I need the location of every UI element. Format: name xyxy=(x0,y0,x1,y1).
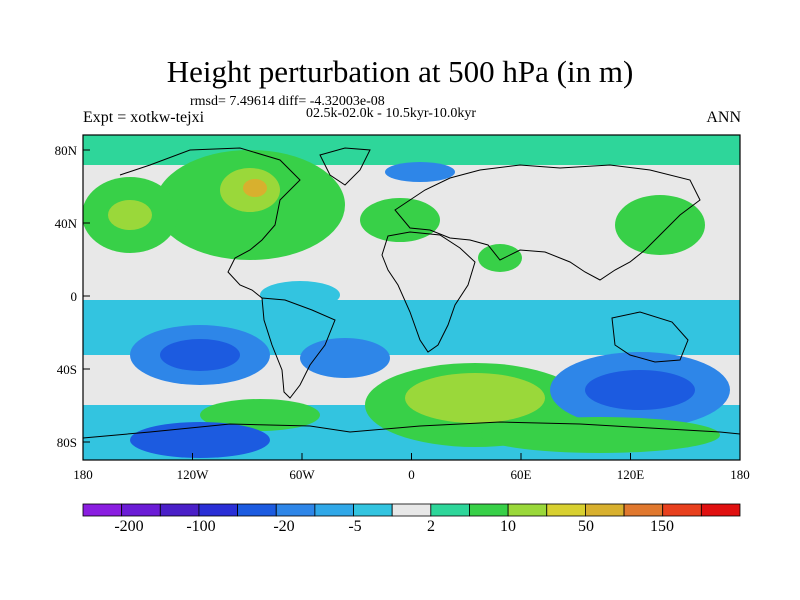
colorbar-swatch xyxy=(623,503,664,517)
south-atlantic-low xyxy=(300,338,390,378)
colorbar-swatch xyxy=(469,503,509,517)
colorbar-label: 2 xyxy=(427,518,435,535)
lon-label-60e: 60E xyxy=(511,467,532,482)
colorbar-label: -20 xyxy=(273,518,295,535)
pacific-anomaly-core xyxy=(108,200,152,230)
colorbar-swatch xyxy=(585,503,625,517)
lat-label-40n: 40N xyxy=(55,216,78,231)
indian-ocean-low-core xyxy=(585,370,695,410)
contour-field xyxy=(83,135,740,460)
lon-label-180e: 180 xyxy=(730,467,750,482)
lon-label-180w: 180 xyxy=(73,467,93,482)
colorbar-label: -5 xyxy=(348,518,362,535)
colorbar-swatch xyxy=(507,503,548,517)
colorbar-swatch xyxy=(198,503,238,517)
lon-label-120w: 120W xyxy=(177,467,210,482)
colorbar xyxy=(82,503,741,517)
asia-anomaly xyxy=(615,195,705,255)
lat-label-40s: 40S xyxy=(57,362,77,377)
colorbar-swatch xyxy=(159,503,200,517)
colorbar-swatch xyxy=(237,503,277,517)
arctic-band xyxy=(83,135,740,165)
colorbar-swatch xyxy=(391,503,432,517)
colorbar-label: -100 xyxy=(186,518,216,535)
colorbar-swatch xyxy=(314,503,354,517)
colorbar-swatch xyxy=(353,503,393,517)
lon-label-60w: 60W xyxy=(289,467,315,482)
latitude-axis: 80N 40N 0 40S 80S xyxy=(55,143,90,450)
colorbar-label: 50 xyxy=(578,518,594,535)
colorbar-swatch xyxy=(82,503,123,517)
antarctic-high xyxy=(480,417,720,453)
colorbar-swatch xyxy=(700,503,741,517)
colorbar-swatch xyxy=(662,503,702,517)
north-atlantic-low xyxy=(385,162,455,182)
coastline-south-america xyxy=(261,297,336,399)
tropical-atlantic-low xyxy=(260,281,340,309)
southern-ocean-high xyxy=(200,399,320,431)
coastline-australia xyxy=(611,311,689,363)
stats-label: rmsd= 7.49614 diff= -4.32003e-08 xyxy=(190,94,385,109)
colorbar-label: -200 xyxy=(114,518,144,535)
experiment-label: Expt = xotkw-tejxi xyxy=(83,109,205,126)
coastlines xyxy=(82,147,741,439)
colorbar-swatch xyxy=(121,503,161,517)
coastline-antarctica xyxy=(82,421,741,439)
europe-anomaly xyxy=(360,198,440,242)
lat-label-0: 0 xyxy=(71,289,78,304)
colorbar-label: 150 xyxy=(650,518,674,535)
na-anomaly-peak xyxy=(243,179,267,197)
colorbar-label: 10 xyxy=(500,518,516,535)
south-pacific-low-core xyxy=(160,339,240,371)
south-atlantic-high-core xyxy=(405,373,545,423)
coastline-eurasia xyxy=(394,164,701,281)
longitude-axis: 180 120W 60W 0 60E 120E 180 xyxy=(73,453,750,482)
lat-label-80s: 80S xyxy=(57,435,77,450)
lat-label-80n: 80N xyxy=(55,143,78,158)
lon-label-0: 0 xyxy=(408,467,415,482)
india-anomaly xyxy=(478,244,522,272)
plot-title: Height perturbation at 500 hPa (in m) xyxy=(166,54,634,89)
coastline-greenland xyxy=(319,147,371,186)
season-label: ANN xyxy=(706,109,741,126)
colorbar-swatch xyxy=(546,503,586,517)
coastline-north-america xyxy=(119,147,301,299)
coastline-africa xyxy=(381,231,476,353)
colorbar-swatch xyxy=(430,503,470,517)
colorbar-swatch xyxy=(275,503,316,517)
period-label: 02.5k-02.0k - 10.5kyr-10.0kyr xyxy=(306,106,477,121)
lon-label-120e: 120E xyxy=(617,467,645,482)
